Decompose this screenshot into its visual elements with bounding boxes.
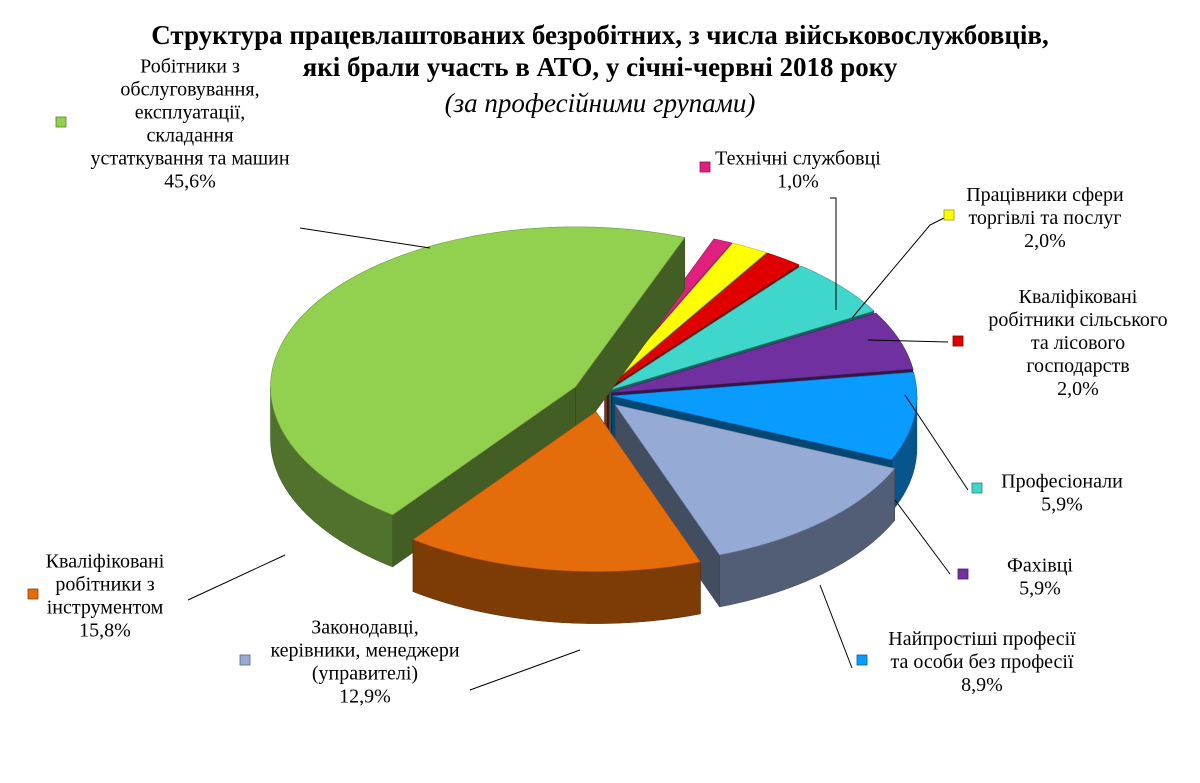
leader-lines <box>187 197 969 691</box>
legend-marker-7 <box>27 588 39 600</box>
slice-value-7: 15,8% <box>79 620 131 642</box>
slice-name-line-8-2: експлуатації, <box>135 102 245 124</box>
slice-value-2: 2,0% <box>1057 378 1099 400</box>
slice-name-line-8-3: складання <box>146 125 233 147</box>
leader-line-4 <box>894 499 951 575</box>
slice-name-line-5-1: та особи без професії <box>890 651 1074 673</box>
slice-label-3: Професіонали 5,9% <box>1001 471 1123 516</box>
slice-value-1: 2,0% <box>1024 230 1066 252</box>
slice-label-7: Кваліфіковані робітники з інструментом 15,8… <box>46 551 165 642</box>
slice-name-line-7-1: робітники з <box>55 574 154 596</box>
slice-name-line-1-1: торгівлі та послуг <box>968 207 1121 229</box>
pie-slice-3-top <box>608 265 875 391</box>
slice-value-0: 1,0% <box>777 171 819 193</box>
pie-slice-7 <box>412 410 701 624</box>
slice-name-line-3-0: Професіонали <box>1001 471 1123 493</box>
slice-name-line-2-0: Кваліфіковані <box>1019 286 1138 308</box>
legend-marker-8 <box>55 116 67 128</box>
slice-value-8: 45,6% <box>164 171 216 193</box>
slice-name-line-5-0: Найпростіші професії <box>888 628 1076 650</box>
pie-slice-2-top <box>606 252 800 390</box>
legend-marker-5 <box>856 654 868 666</box>
slice-name-line-8-0: Робітники з <box>140 56 240 78</box>
legend-marker-3 <box>971 482 983 494</box>
legend-marker-2 <box>952 335 964 347</box>
pie-slice-4-top <box>611 312 914 393</box>
legend-marker-1 <box>943 209 955 221</box>
leader-line-7 <box>187 554 286 601</box>
slice-value-4: 5,9% <box>1019 578 1061 600</box>
pie-slice-7-top <box>412 411 701 572</box>
slice-name-line-4-0: Фахівці <box>1007 555 1073 577</box>
leader-line-5 <box>819 584 853 669</box>
legend-marker-0 <box>699 161 711 173</box>
pie-slices <box>270 226 918 624</box>
slice-name-line-2-1: робітники сільського <box>988 309 1167 331</box>
slice-name-line-7-0: Кваліфіковані <box>46 551 165 573</box>
slice-name-line-8-4: устаткування та машин <box>90 148 289 170</box>
pie-slice-1-top <box>605 242 768 389</box>
legend-marker-6 <box>239 654 251 666</box>
chart-subtitle: (за професійними групами) <box>444 88 756 118</box>
pie-slice-8-top <box>270 226 686 516</box>
slice-name-line-0-0: Технічні службовці <box>715 148 881 170</box>
slice-name-line-2-3: господарств <box>1026 355 1129 377</box>
slice-name-line-2-2: та лісового <box>1031 332 1125 354</box>
slice-name-line-1-0: Працівники сфери <box>966 184 1124 206</box>
slice-value-3: 5,9% <box>1041 494 1083 516</box>
leader-line-1 <box>851 217 945 319</box>
slice-label-6: Законодавці, керівники, менеджери (управит… <box>270 617 459 708</box>
slice-name-line-6-1: керівники, менеджери <box>270 640 459 662</box>
slice-label-8: Робітники з обслуговування, експлуатації, с… <box>90 56 289 193</box>
slice-name-line-6-0: Законодавці, <box>311 617 418 639</box>
leader-line-3 <box>904 394 969 491</box>
slice-name-line-8-1: обслуговування, <box>120 79 259 101</box>
slice-label-4: Фахівці 5,9% <box>1007 555 1073 600</box>
slice-value-5: 8,9% <box>961 674 1003 696</box>
leader-line-6 <box>469 649 581 691</box>
slice-labels: Технічні службовці 1,0% Працівники сфери то… <box>27 56 1168 708</box>
pie-slice-6-top <box>614 404 896 556</box>
slice-name-line-6-2: (управителі) <box>312 663 418 685</box>
leader-line-2 <box>867 339 949 343</box>
slice-label-2: Кваліфіковані робітники сільського та лісо… <box>988 286 1167 400</box>
chart-title-line-2: які брали участь в АТО, у січні-червні 2… <box>302 52 898 82</box>
slice-label-5: Найпростіші професії та особи без професі… <box>888 628 1076 696</box>
leader-line-8 <box>299 227 431 249</box>
slice-name-line-7-2: інструментом <box>47 597 164 619</box>
pie-slice-5-top <box>611 371 918 461</box>
slice-label-1: Працівники сфери торгівлі та послуг 2,0% <box>966 184 1124 252</box>
slice-label-0: Технічні службовці 1,0% <box>715 148 881 193</box>
legend-marker-4 <box>957 568 969 580</box>
slice-value-6: 12,9% <box>339 686 391 708</box>
leader-line-0 <box>830 197 837 310</box>
chart-title-line-1: Структура працевлаштованих безробітних, … <box>151 20 1049 50</box>
